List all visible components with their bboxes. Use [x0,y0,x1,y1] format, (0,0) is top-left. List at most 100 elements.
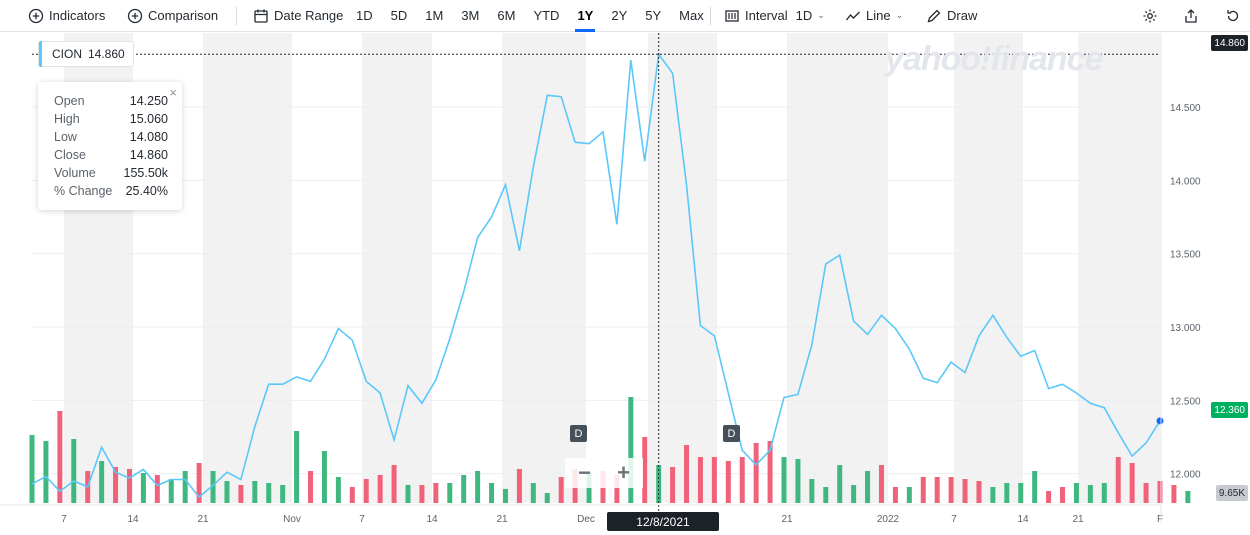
calendar-icon [254,9,268,23]
volume-bar [168,479,174,503]
share-button[interactable] [1183,8,1199,24]
volume-bar [308,471,314,503]
y-tick-label: 13.000 [1170,323,1201,334]
volume-bar [419,485,425,503]
last-price-tag: 12.360 [1211,402,1248,418]
range-tabs: 1D 5D 1M 3M 6M YTD 1Y 2Y 5Y Max [347,0,713,32]
month-band [648,33,717,503]
plus-circle-icon [127,8,143,23]
ohlc-value: 155.50k [123,166,168,180]
ohlc-value: 14.250 [129,94,168,108]
volume-bar [1018,483,1024,503]
volume-bar [154,475,160,503]
volume-bar [238,485,244,503]
comparison-button[interactable]: Comparison [127,8,218,24]
month-band [203,33,292,503]
range-tab-6m[interactable]: 6M [497,8,516,23]
volume-bar [781,457,787,503]
volume-bar [934,477,940,503]
close-icon[interactable]: × [169,85,177,100]
dividend-marker[interactable]: D [570,425,587,442]
y-tick-label: 14.000 [1170,176,1201,187]
volume-bar [1143,483,1149,503]
pencil-icon [927,9,941,22]
volume-bar [892,487,898,503]
range-tab-1d[interactable]: 1D [356,8,373,23]
month-band [362,33,432,503]
settings-button[interactable] [1142,8,1158,24]
chart-type-button[interactable]: Line ⌄ [845,8,903,24]
zoom-in-button[interactable]: + [617,460,630,485]
draw-button[interactable]: Draw [926,8,977,24]
volume-bar [739,457,745,503]
volume-bar [335,477,341,503]
volume-bar [614,475,620,503]
series-legend[interactable]: CION 14.860 [38,41,134,67]
range-tab-5y[interactable]: 5Y [645,8,662,23]
range-tab-2y[interactable]: 2Y [611,8,628,23]
volume-bar [823,487,829,503]
volume-bar [196,463,202,503]
ohlc-row: % Change 25.40% [54,182,168,200]
indicators-button[interactable]: Indicators [28,8,105,24]
ohlc-row: Low 14.080 [54,128,168,146]
y-tick-label: 13.500 [1170,250,1201,261]
ohlc-row: High 15.060 [54,110,168,128]
volume-bar [182,471,188,503]
range-tab-1y[interactable]: 1Y [568,0,602,32]
volume-bar [656,465,662,503]
crosshair-price-tag: 14.860 [1211,35,1248,51]
interval-button[interactable]: Interval 1D ⌄ [724,8,825,24]
y-tick-label: 12.500 [1170,396,1201,407]
range-tab-max[interactable]: Max [679,8,704,23]
volume-bar [697,457,703,503]
range-tab-5d[interactable]: 5D [390,8,408,23]
x-tick-label: 21 [1072,514,1084,525]
month-band [954,33,1023,503]
x-tick-label: 14 [127,514,139,525]
volume-bar [1060,487,1066,503]
range-tab-1m[interactable]: 1M [425,8,444,23]
volume-bar [1185,491,1191,503]
volume-bar [99,461,105,503]
volume-bar [753,443,759,503]
interval-value: 1D [795,8,813,23]
volume-bar [878,465,884,503]
x-tick-label: 14 [1017,514,1029,525]
volume-bar [1101,483,1107,503]
volume-bar [642,437,648,503]
reset-button[interactable] [1225,8,1241,24]
ohlc-row: Open 14.250 [54,92,168,110]
ohlc-value: 15.060 [129,112,168,126]
dividend-marker[interactable]: D [723,425,740,442]
volume-bar [140,473,146,503]
ohlc-row: Close 14.860 [54,146,168,164]
candle-interval-icon [725,9,739,22]
volume-bar [266,483,272,503]
volume-bar [1004,483,1010,503]
chevron-down-icon: ⌄ [895,10,904,20]
volume-bar [391,465,397,503]
zoom-out-button[interactable]: − [578,460,591,485]
volume-bar [948,477,954,503]
volume-bar [1032,471,1038,503]
comparison-label: Comparison [148,8,219,23]
range-tab-3m[interactable]: 3M [461,8,480,23]
chevron-down-icon: ⌄ [817,10,825,20]
ohlc-tooltip: × Open 14.250 High 15.060 Low 14.080 Close 14.8… [38,82,182,210]
interval-label: Interval [745,8,788,23]
date-range-button[interactable]: Date Range [253,8,343,24]
ohlc-key: Close [54,148,86,162]
volume-bar [113,467,119,503]
volume-bar [809,479,815,503]
range-tab-ytd[interactable]: YTD [533,8,560,23]
volume-bar [210,471,216,503]
volume-bar [628,397,634,503]
ohlc-value: 25.40% [125,184,168,198]
volume-bar [851,485,857,503]
ohlc-key: Volume [54,166,96,180]
last-price-dot [1156,417,1164,425]
x-tick-label: 7 [359,514,365,525]
ohlc-key: Open [54,94,85,108]
volume-bar [1046,491,1052,503]
